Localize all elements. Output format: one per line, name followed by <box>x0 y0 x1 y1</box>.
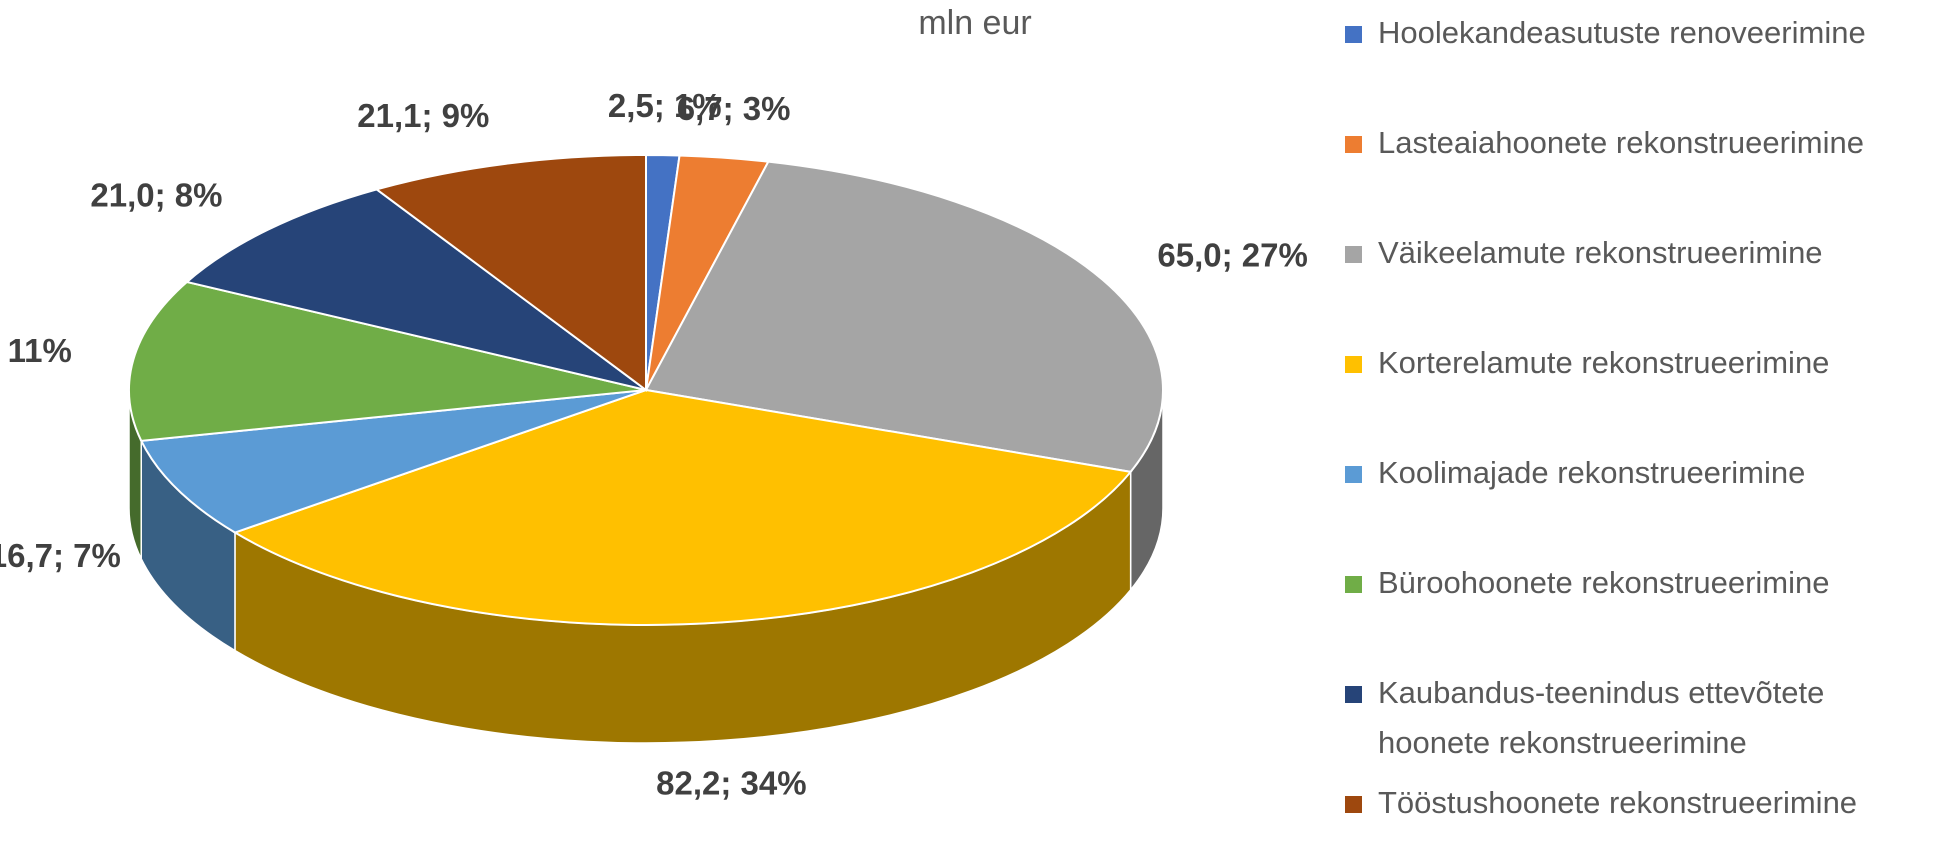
legend-swatch <box>1345 246 1362 263</box>
legend-label: Koolimajade rekonstrueerimine <box>1378 455 1806 490</box>
legend-swatch <box>1345 686 1362 703</box>
slice <box>184 188 647 391</box>
slice <box>374 153 647 392</box>
data-label: 82,2; 34% <box>656 764 806 801</box>
legend-item: Väikeelamute rekonstrueerimine <box>1340 228 1940 338</box>
slice <box>644 160 1164 473</box>
data-label: 6,7; 3% <box>677 90 791 127</box>
legend-item: Tööstushoonete rekonstrueerimine <box>1340 778 1940 865</box>
data-label: 16,7; 7% <box>0 537 121 574</box>
chart-title: mln eur <box>918 4 1031 42</box>
legend-item: Korterelamute rekonstrueerimine <box>1340 338 1940 448</box>
legend-swatch <box>1345 796 1362 813</box>
legend-label: Kaubandus-teenindus ettevõtete hoonete r… <box>1378 675 1825 760</box>
legend-label: Büroohoonete rekonstrueerimine <box>1378 565 1830 600</box>
legend-label: Väikeelamute rekonstrueerimine <box>1378 235 1823 270</box>
legend-label: Tööstushoonete rekonstrueerimine <box>1378 785 1858 820</box>
legend-label: Lasteaiahoonete rekonstrueerimine <box>1378 125 1864 160</box>
legend-item: Lasteaiahoonete rekonstrueerimine <box>1340 118 1940 228</box>
data-label: 65,0; 27% <box>1157 236 1307 273</box>
legend-swatch <box>1345 576 1362 593</box>
legend: Hoolekandeasutuste renoveerimine Lasteaia… <box>1340 8 1940 865</box>
legend-label: Hoolekandeasutuste renoveerimine <box>1378 15 1866 50</box>
legend-swatch <box>1345 136 1362 153</box>
legend-swatch <box>1345 466 1362 483</box>
slice <box>139 389 647 534</box>
data-label: 26,8; 11% <box>0 332 72 369</box>
legend-item: Hoolekandeasutuste renoveerimine <box>1340 8 1940 118</box>
data-label: 21,0; 8% <box>90 176 222 213</box>
legend-swatch <box>1345 26 1362 43</box>
legend-label: Korterelamute rekonstrueerimine <box>1378 345 1830 380</box>
slice <box>128 280 647 442</box>
legend-item: Koolimajade rekonstrueerimine <box>1340 448 1940 558</box>
legend-swatch <box>1345 356 1362 373</box>
slice <box>232 388 1133 626</box>
legend-item: Kaubandus-teenindus ettevõtete hoonete r… <box>1340 668 1940 778</box>
data-label: 21,1; 9% <box>357 97 489 134</box>
legend-item: Büroohoonete rekonstrueerimine <box>1340 558 1940 668</box>
data-label: 2,5; 1% <box>608 87 722 124</box>
